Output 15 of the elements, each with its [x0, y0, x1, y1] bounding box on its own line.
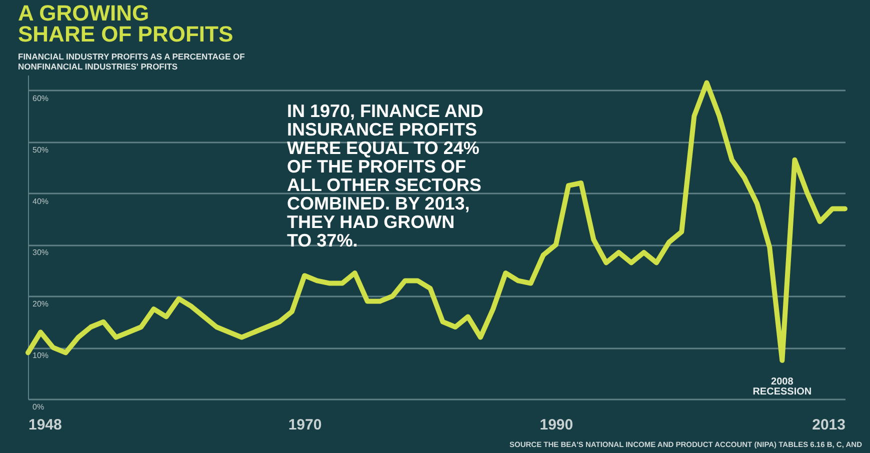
- annotation: IN 1970, FINANCE AND INSURANCE PROFITS WERE EQUAL TO 24% OF THE PROFITS OF ALL OTHER SECTORS COMBINED. BY 2013, THEY HAD GROWN TO 37%.: [287, 101, 484, 250]
- y-tick-label: 20%: [32, 300, 49, 309]
- y-tick-label: 10%: [32, 351, 49, 360]
- y-tick-label: 40%: [32, 196, 49, 206]
- annotation: 2008 RECESSION: [752, 376, 812, 398]
- chart-subtitle: FINANCIAL INDUSTRY PROFITS AS A PERCENTAGE OF NONFINANCIAL INDUSTRIES' PROFITS: [18, 52, 245, 72]
- y-tick-label: 60%: [32, 94, 49, 103]
- x-tick-label: 1970: [288, 416, 322, 434]
- y-tick-label: 50%: [32, 145, 49, 154]
- y-tick-label: 30%: [32, 248, 49, 258]
- x-tick-label: 1948: [28, 416, 62, 434]
- x-tick-label: 1990: [540, 416, 574, 434]
- y-tick-label: 0%: [32, 402, 44, 412]
- chart-title: A GROWING SHARE OF PROFITS: [18, 0, 234, 46]
- x-tick-label: 2013: [812, 416, 846, 434]
